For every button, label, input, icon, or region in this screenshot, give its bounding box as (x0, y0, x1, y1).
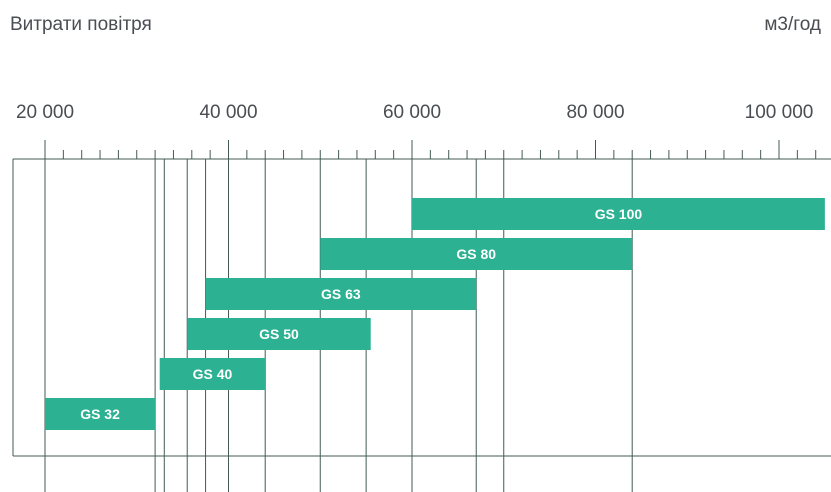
bar (45, 398, 156, 430)
x-tick-label: 40 000 (199, 102, 257, 123)
bar (187, 318, 371, 350)
bar-label: GS 100 (595, 206, 643, 222)
bar-label: GS 50 (259, 326, 299, 342)
x-tick-label: 100 000 (745, 102, 814, 123)
bar (159, 358, 266, 390)
bar-label: GS 32 (80, 406, 120, 422)
bar-label: GS 40 (193, 366, 233, 382)
chart-title: Витрати повітря (10, 14, 152, 35)
bar (412, 198, 825, 230)
bar-label: GS 80 (456, 246, 496, 262)
bar (320, 238, 633, 270)
x-tick-label: 60 000 (383, 102, 441, 123)
bar (205, 278, 477, 310)
bar-label: GS 63 (321, 286, 361, 302)
x-tick-label: 80 000 (566, 102, 624, 123)
x-tick-label: 20 000 (16, 102, 74, 123)
unit-label: м3/год (764, 14, 821, 35)
